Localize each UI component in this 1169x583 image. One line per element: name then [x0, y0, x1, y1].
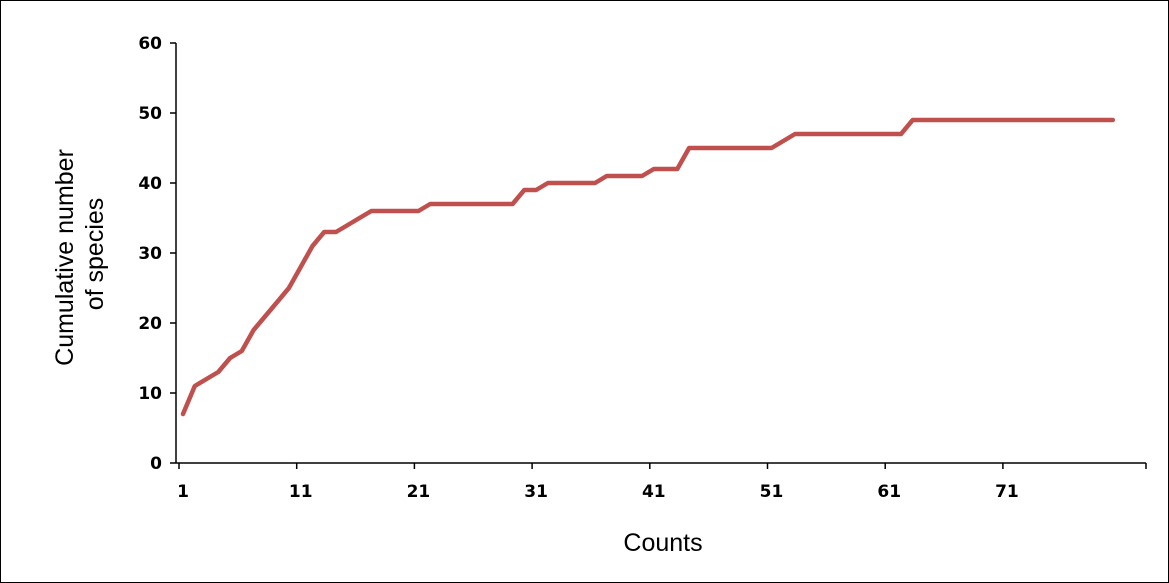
y-tick-label: 50	[138, 104, 162, 124]
y-tick-label: 0	[150, 454, 162, 474]
series-group	[180, 117, 1116, 417]
x-tick-label: 61	[877, 482, 901, 502]
x-tick-label: 31	[524, 482, 548, 502]
y-axis-title-line-1: Cumulative number	[51, 149, 79, 366]
x-tick-label: 41	[642, 482, 666, 502]
y-tick-label: 10	[138, 384, 162, 404]
x-axis: 1 11 21 31 41 51 61 71	[176, 462, 1147, 502]
series-line	[180, 117, 1116, 417]
x-tick-label: 51	[760, 482, 784, 502]
y-tick-label: 40	[138, 174, 162, 194]
x-tick-label: 21	[407, 482, 431, 502]
y-axis: 0 10 20 30 40 50 60	[138, 34, 177, 474]
x-tick-label: 1	[177, 482, 189, 502]
y-axis-title-line-2: of species	[81, 198, 109, 311]
x-axis-title: Counts	[623, 529, 702, 557]
y-axis-title: Cumulative number of species	[51, 142, 109, 366]
y-tick-label: 30	[138, 244, 162, 264]
y-tick-label: 60	[138, 34, 162, 54]
x-tick-label: 11	[289, 482, 313, 502]
x-tick-label: 71	[995, 482, 1019, 502]
y-tick-label: 20	[138, 314, 162, 334]
